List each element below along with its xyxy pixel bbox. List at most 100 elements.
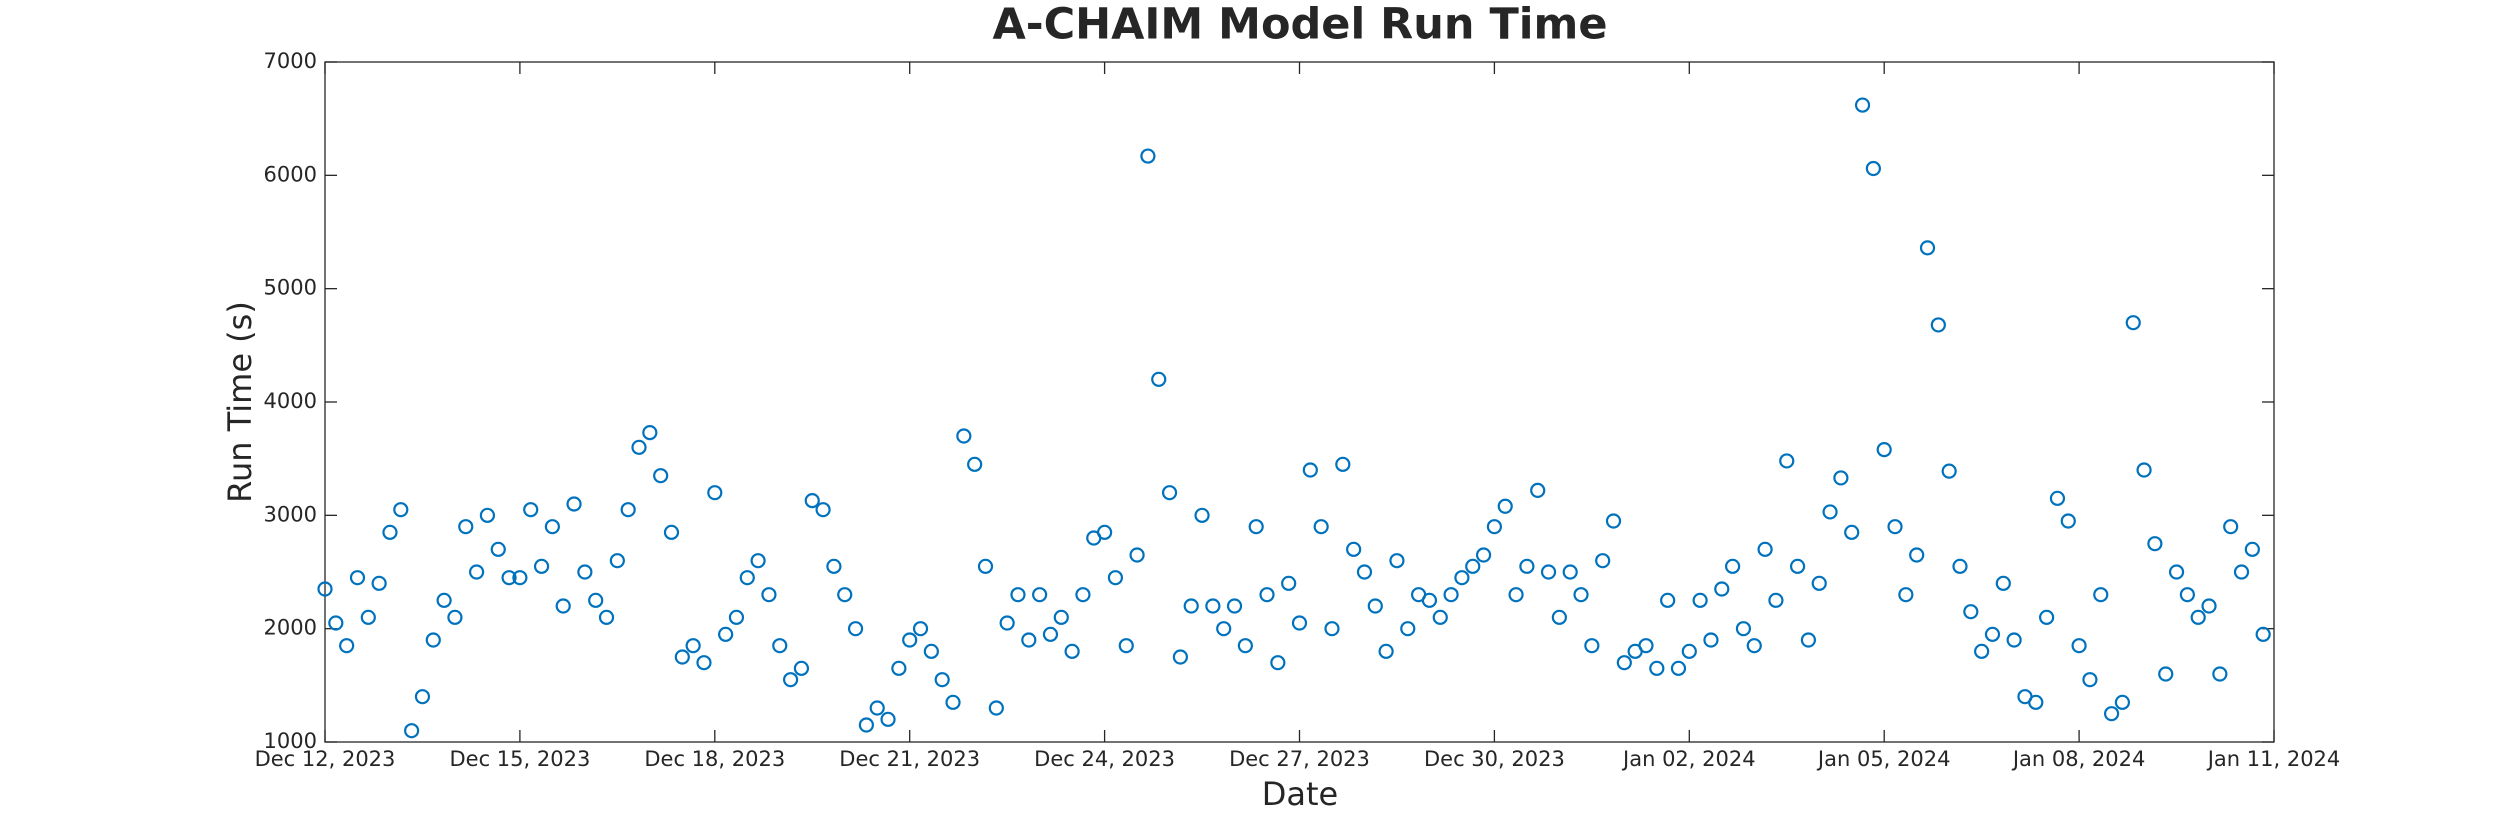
data-point [707, 485, 723, 501]
data-point [533, 558, 550, 574]
data-point [523, 502, 539, 518]
data-point [891, 660, 907, 676]
x-tick-label: Jan 11, 2024 [2206, 747, 2341, 771]
data-point [869, 700, 885, 716]
data-point [772, 638, 788, 654]
data-point [2114, 694, 2131, 710]
data-point [2103, 706, 2120, 722]
data-point [1735, 621, 1752, 637]
data-point [1811, 575, 1827, 591]
data-point [1075, 587, 1091, 603]
data-point [1670, 660, 1687, 676]
x-tick-label: Dec 24, 2023 [1034, 747, 1175, 771]
data-point [1649, 660, 1665, 676]
data-point [631, 439, 647, 455]
data-point [339, 638, 355, 654]
chart-title: A-CHAIM Model Run Time [992, 0, 1607, 50]
data-point [674, 649, 690, 665]
data-point [945, 694, 961, 710]
data-point [1660, 592, 1676, 608]
data-point [999, 615, 1015, 631]
data-point [967, 456, 983, 472]
data-point [782, 672, 799, 688]
data-point [1616, 655, 1632, 671]
data-point [360, 609, 376, 625]
data-point [1551, 609, 1567, 625]
data-point [1226, 598, 1243, 614]
data-point [620, 502, 636, 518]
data-point [1540, 564, 1557, 580]
data-point [826, 558, 842, 574]
data-point [2233, 564, 2250, 580]
data-point [1454, 570, 1470, 586]
data-point [436, 592, 452, 608]
x-tick-label: Jan 08, 2024 [2011, 747, 2146, 771]
x-axis-label: Date [1262, 775, 1338, 813]
data-point [1237, 638, 1253, 654]
x-tick-label: Dec 12, 2023 [255, 747, 396, 771]
data-point [728, 609, 745, 625]
data-point [2060, 513, 2076, 529]
data-point [2125, 315, 2141, 331]
data-point [1486, 519, 1503, 535]
y-tick-label: 1000 [264, 729, 317, 753]
data-point [1768, 592, 1784, 608]
data-point [1865, 160, 1881, 177]
data-point [1919, 240, 1936, 256]
data-point [544, 519, 560, 535]
data-point [1789, 558, 1806, 574]
y-axis-label: Run Time (s) [221, 301, 259, 503]
data-point [902, 632, 918, 648]
data-point [458, 519, 474, 535]
data-point [1291, 615, 1308, 631]
data-point [804, 493, 820, 509]
y-tick-label: 3000 [264, 502, 317, 526]
data-point [1800, 632, 1817, 648]
data-point [2244, 541, 2260, 557]
data-point [1151, 371, 1167, 387]
data-point [1107, 570, 1124, 586]
data-point [1032, 587, 1048, 603]
y-tick-label: 5000 [264, 276, 317, 300]
data-point [1053, 609, 1069, 625]
data-point [317, 581, 333, 597]
data-point [1302, 462, 1318, 478]
data-point [1595, 553, 1611, 569]
data-point [1725, 558, 1741, 574]
data-point [2006, 632, 2022, 648]
x-tick-label: Dec 21, 2023 [839, 747, 980, 771]
data-point [555, 598, 571, 614]
data-point [1205, 598, 1221, 614]
data-point [1898, 587, 1914, 603]
data-point [1573, 587, 1589, 603]
x-tick-label: Jan 05, 2024 [1816, 747, 1951, 771]
data-point [414, 689, 431, 705]
data-point [923, 643, 939, 659]
data-point [1757, 541, 1773, 557]
data-point [2028, 694, 2044, 710]
data-point [1508, 587, 1524, 603]
data-point [1822, 504, 1838, 520]
data-point [858, 717, 874, 733]
data-point [1887, 519, 1903, 535]
data-point [609, 553, 625, 569]
data-point [382, 524, 398, 540]
data-point [1844, 524, 1860, 540]
data-point [1335, 456, 1351, 472]
data-point [1421, 592, 1438, 608]
data-point [425, 632, 441, 648]
data-point [1313, 519, 1329, 535]
data-point [1465, 558, 1481, 574]
x-tick-label: Jan 02, 2024 [1621, 747, 1756, 771]
data-point [2071, 638, 2087, 654]
data-point [847, 621, 864, 637]
data-point [1400, 621, 1416, 637]
data-point [2190, 609, 2206, 625]
data-point [1876, 442, 1892, 458]
data-point [1605, 513, 1622, 529]
data-point [1714, 581, 1730, 597]
data-point [718, 626, 734, 642]
data-point [1995, 575, 2011, 591]
data-point [512, 570, 528, 586]
